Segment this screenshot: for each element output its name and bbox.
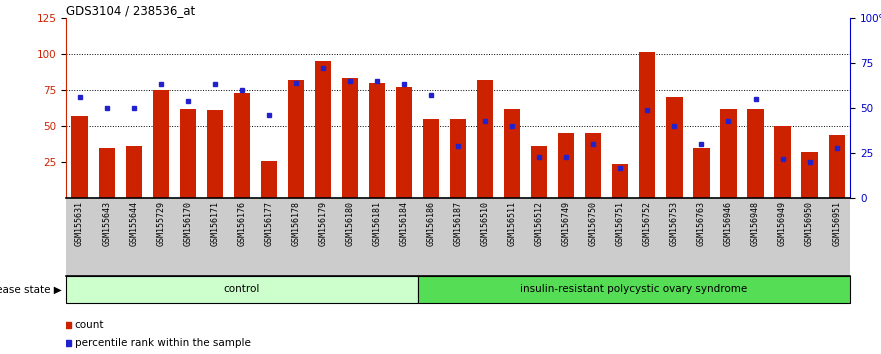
Text: GSM156180: GSM156180	[345, 201, 354, 246]
Bar	[477, 80, 493, 198]
Text: GSM156187: GSM156187	[454, 201, 463, 246]
Text: GSM156186: GSM156186	[426, 201, 435, 246]
Bar	[66, 276, 418, 303]
Text: GDS3104 / 238536_at: GDS3104 / 238536_at	[66, 4, 196, 17]
Text: GSM156179: GSM156179	[318, 201, 328, 246]
Text: GSM156948: GSM156948	[751, 201, 760, 246]
Text: GSM155644: GSM155644	[130, 201, 138, 246]
Bar	[126, 146, 142, 198]
Bar	[233, 93, 250, 198]
Text: GSM156751: GSM156751	[616, 201, 625, 246]
Bar	[99, 148, 115, 198]
Bar	[585, 133, 602, 198]
Text: GSM156184: GSM156184	[400, 201, 409, 246]
Text: percentile rank within the sample: percentile rank within the sample	[75, 338, 250, 348]
Text: control: control	[224, 284, 260, 295]
Text: GSM156178: GSM156178	[292, 201, 300, 246]
Text: GSM156951: GSM156951	[833, 201, 841, 246]
Text: GSM156171: GSM156171	[211, 201, 219, 246]
Text: GSM156177: GSM156177	[264, 201, 273, 246]
Bar	[666, 97, 683, 198]
Text: insulin-resistant polycystic ovary syndrome: insulin-resistant polycystic ovary syndr…	[521, 284, 747, 295]
Text: disease state ▶: disease state ▶	[0, 284, 62, 295]
Bar	[450, 119, 466, 198]
Text: GSM156950: GSM156950	[805, 201, 814, 246]
Bar	[315, 61, 331, 198]
Text: GSM156763: GSM156763	[697, 201, 706, 246]
Bar	[71, 116, 88, 198]
Bar	[207, 110, 223, 198]
Text: GSM156750: GSM156750	[589, 201, 598, 246]
Text: GSM156949: GSM156949	[778, 201, 787, 246]
Bar	[774, 126, 790, 198]
Bar	[369, 83, 385, 198]
Bar	[396, 87, 412, 198]
Text: GSM155729: GSM155729	[156, 201, 166, 246]
Bar	[531, 146, 547, 198]
Bar	[288, 80, 304, 198]
Text: GSM156512: GSM156512	[535, 201, 544, 246]
Bar	[342, 78, 358, 198]
Text: GSM156176: GSM156176	[237, 201, 247, 246]
Bar	[802, 152, 818, 198]
Text: GSM156749: GSM156749	[562, 201, 571, 246]
Bar	[152, 90, 169, 198]
Text: count: count	[75, 320, 104, 330]
Bar	[640, 52, 655, 198]
Bar	[261, 161, 277, 198]
Bar	[423, 119, 440, 198]
Bar	[693, 148, 709, 198]
Text: GSM156170: GSM156170	[183, 201, 192, 246]
Bar	[721, 109, 737, 198]
Text: GSM156752: GSM156752	[643, 201, 652, 246]
Bar	[559, 133, 574, 198]
Text: GSM156511: GSM156511	[507, 201, 516, 246]
Bar	[418, 276, 850, 303]
Bar	[504, 109, 521, 198]
Bar	[828, 135, 845, 198]
Text: GSM156753: GSM156753	[670, 201, 679, 246]
Text: GSM156181: GSM156181	[373, 201, 381, 246]
Text: GSM156510: GSM156510	[481, 201, 490, 246]
Text: GSM155643: GSM155643	[102, 201, 111, 246]
Bar	[180, 109, 196, 198]
Bar	[747, 109, 764, 198]
Text: GSM156946: GSM156946	[724, 201, 733, 246]
Bar	[612, 164, 628, 198]
Text: GSM155631: GSM155631	[75, 201, 84, 246]
